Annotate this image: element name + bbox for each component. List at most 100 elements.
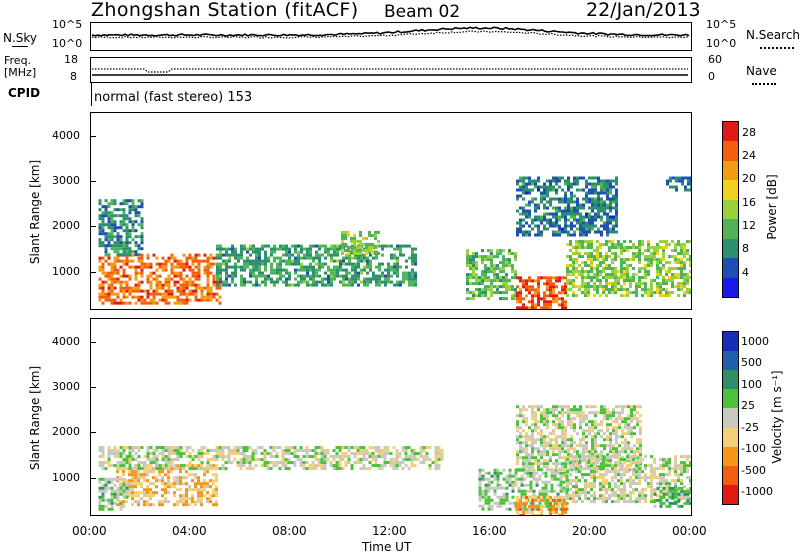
y-tick-label: 1000 [52,264,80,278]
freq-panel-frame [90,57,692,83]
velocity-heatmap [98,405,691,515]
colorbar-segment [723,141,738,161]
velocity-region-0 [116,464,218,507]
colorbar-segment [723,180,738,200]
nave-label: Nave [746,64,777,78]
cpid-start-marker [91,82,92,106]
nsky-tick-top: 10^5 [52,18,83,31]
colorbar-segment [723,238,738,259]
x-tick-label: 08:00 [272,524,307,538]
colorbar-segment [723,351,738,371]
freq-tick-bottom: 8 [70,70,77,83]
nsky-panel-frame [90,22,692,51]
nsearch-tick-top: 10^5 [706,18,737,31]
y-tick-mark [90,181,96,183]
colorbar-segment [723,122,738,142]
velocity-colorbar-label: Velocity [m s⁻¹] [770,370,784,464]
y-tick-mark [90,341,96,343]
nave-tick-bottom: 0 [708,70,715,83]
colorbar-tick-label: 1000 [741,334,769,348]
velocity-region-4 [516,495,567,515]
colorbar-segment [723,446,738,466]
y-tick-label: 2000 [52,219,80,233]
power-region-1 [98,199,144,257]
y-tick-mark [90,477,96,479]
colorbar-tick-label: -100 [741,442,766,456]
colorbar-tick-label: -500 [741,463,766,477]
y-tick-label: 3000 [52,174,80,188]
power-panel-frame [90,112,692,310]
x-tick-label: 12:00 [372,524,407,538]
time-xlabel: Time UT [362,540,412,554]
power-colorbar-label: Power [dB] [765,174,779,240]
y-tick-mark [90,271,96,273]
y-tick-label: 4000 [52,334,80,348]
y-tick-mark [90,135,96,137]
nave-legend-dotted [752,83,776,85]
cpid-value: normal (fast stereo) 153 [94,90,253,105]
colorbar-tick-label: 500 [741,356,762,370]
nsky-tick-bottom: 10^0 [52,37,83,50]
power-region-3 [341,230,380,255]
colorbar-segment [723,427,738,447]
nsky-label: N.Sky [3,31,38,45]
velocity-region-6 [566,455,691,504]
power-region-8 [666,176,691,192]
freq-tick-top: 18 [64,53,78,66]
colorbar-tick-label: 4 [742,265,749,279]
date-label: 22/Jan/2013 [586,0,701,21]
colorbar-segment [723,408,738,428]
x-tick-label: 00:00 [672,524,707,538]
velocity-panel-frame [90,318,692,516]
y-tick-label: 3000 [52,380,80,394]
power-heatmap [98,176,691,309]
colorbar-tick-label: 8 [742,242,749,256]
power-ylabel: Slant Range [km] [28,159,42,265]
x-tick-label: 20:00 [572,524,607,538]
colorbar-segment [723,277,738,297]
colorbar-tick-label: 100 [741,377,762,391]
colorbar-segment [723,199,738,220]
power-region-2 [216,244,417,287]
beam-label: Beam 02 [384,2,461,22]
colorbar-tick-label: -1000 [741,485,773,499]
y-tick-label: 1000 [52,470,80,484]
y-tick-label: 4000 [52,128,80,142]
freq-unit-label: [MHz] [4,66,37,79]
colorbar-tick-label: 28 [742,125,756,139]
nsky-count-line [91,26,690,39]
colorbar-segment [723,258,738,278]
colorbar-tick-label: 16 [742,195,756,209]
nsearch-label: N.Search [746,28,800,42]
velocity-ylabel: Slant Range [km] [28,365,42,471]
colorbar-segment [723,484,738,504]
frequency-line [92,68,688,76]
station-title: Zhongshan Station (fitACF) [91,0,359,21]
y-tick-mark [90,387,96,389]
power-colorbar [722,121,739,298]
power-region-0 [98,253,222,305]
x-tick-label: 16:00 [472,524,507,538]
colorbar-tick-label: 20 [742,172,756,186]
y-tick-mark [90,432,96,434]
colorbar-tick-label: 12 [742,219,756,232]
colorbar-segment [723,219,738,239]
velocity-region-7 [653,486,691,508]
nsearch-tick-bottom: 10^0 [706,37,737,50]
nsearch-legend-dotted [760,47,794,49]
power-region-6 [566,240,691,298]
colorbar-tick-label: 24 [742,149,756,162]
nave-tick-top: 60 [708,53,722,66]
nsky-legend-solid [12,46,28,47]
power-region-7 [516,176,618,237]
colorbar-tick-label: 25 [741,399,755,413]
x-tick-label: 04:00 [172,524,207,538]
colorbar-segment [723,332,738,352]
colorbar-tick-label: -25 [741,420,759,434]
freq-label: Freq. [4,54,32,67]
colorbar-segment [723,389,738,409]
power-region-5 [516,276,567,309]
cpid-label: CPID [8,86,41,100]
colorbar-segment [723,465,738,485]
